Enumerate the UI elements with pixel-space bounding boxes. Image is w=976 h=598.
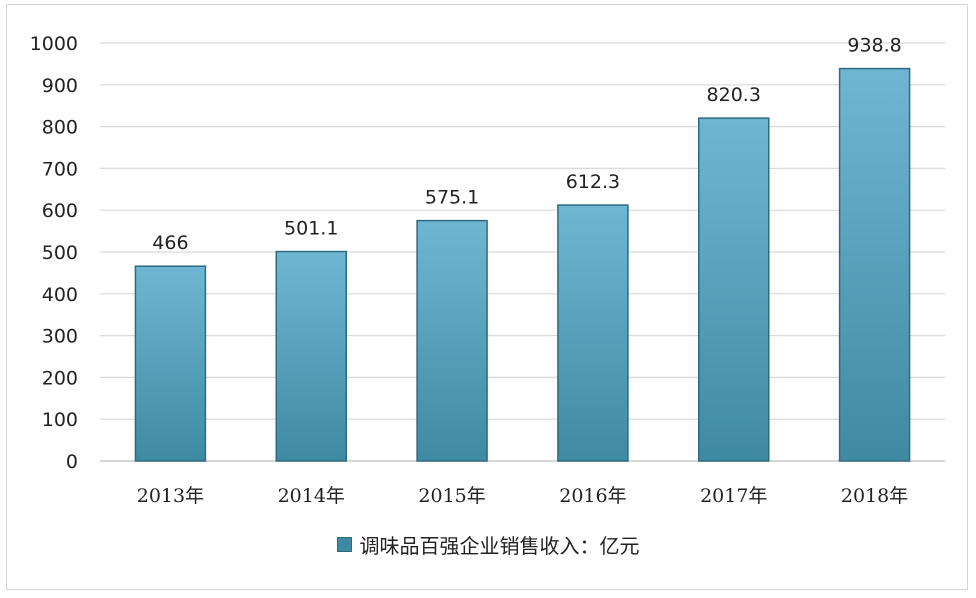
legend: 调味品百强企业销售收入：亿元 xyxy=(0,530,976,559)
x-category-label: 2016年 xyxy=(559,485,626,507)
bar-2016年 xyxy=(557,204,629,462)
data-label: 466 xyxy=(152,232,188,254)
data-label: 575.1 xyxy=(425,187,479,209)
legend-label: 调味品百强企业销售收入：亿元 xyxy=(359,534,640,558)
y-tick-label: 200 xyxy=(42,367,78,389)
x-category-label: 2017年 xyxy=(700,485,767,507)
x-category-label: 2018年 xyxy=(841,485,908,507)
data-label: 938.8 xyxy=(847,35,901,57)
y-tick-label: 900 xyxy=(42,75,78,97)
y-axis-ticks: 0 100 200 300 400 500 600 700 800 900 1000 xyxy=(30,33,78,473)
x-category-label: 2015年 xyxy=(418,485,485,507)
legend-swatch xyxy=(336,537,352,552)
y-tick-label: 0 xyxy=(66,451,78,473)
gridlines xyxy=(100,42,945,462)
x-category-label: 2013年 xyxy=(137,485,204,507)
bar-2014年 xyxy=(275,250,347,462)
y-tick-label: 1000 xyxy=(30,33,78,55)
data-label: 612.3 xyxy=(566,171,620,193)
y-tick-label: 300 xyxy=(42,326,78,348)
y-tick-label: 800 xyxy=(42,117,78,139)
bars xyxy=(134,67,911,462)
bar-2017年 xyxy=(698,117,770,462)
y-tick-label: 600 xyxy=(42,200,78,222)
y-tick-label: 700 xyxy=(42,158,78,180)
y-tick-label: 500 xyxy=(42,242,78,264)
data-label: 820.3 xyxy=(707,84,761,106)
bar-2013年 xyxy=(134,265,207,462)
data-label: 501.1 xyxy=(284,218,338,240)
x-category-label: 2014年 xyxy=(278,485,345,507)
x-axis-categories: 2013年 2014年 2015年 2016年 2017年 2018年 xyxy=(137,485,909,507)
bar-2018年 xyxy=(838,67,911,462)
y-tick-label: 100 xyxy=(42,409,78,431)
y-tick-label: 400 xyxy=(42,284,78,306)
bar-2015年 xyxy=(416,219,488,462)
data-labels: 466 501.1 575.1 612.3 820.3 938.8 xyxy=(152,35,902,255)
